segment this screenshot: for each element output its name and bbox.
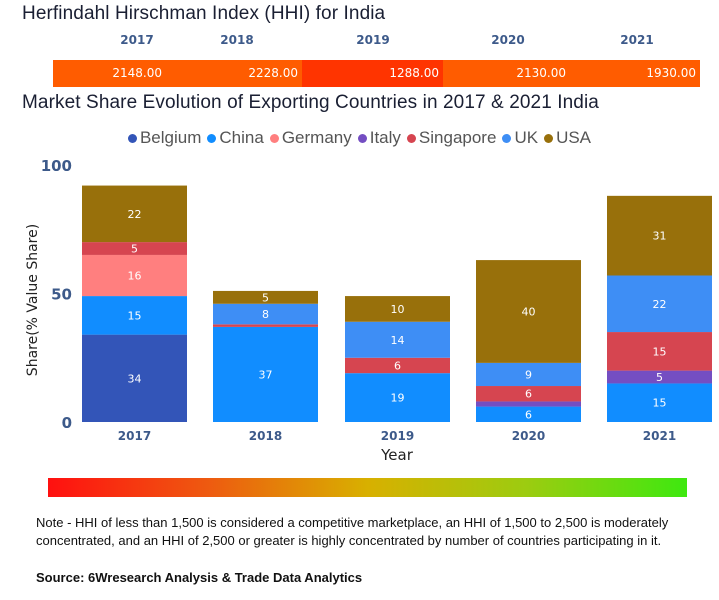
bar-segment-singapore (345, 357, 450, 374)
bar-segment-usa (213, 290, 318, 304)
y-tick-label: 100 (41, 157, 72, 175)
hhi-value: 2148.00 (112, 66, 162, 80)
hhi-title: Herfindahl Hirschman Index (HHI) for Ind… (22, 3, 386, 24)
hhi-cell (573, 60, 700, 87)
legend-dot-icon (357, 133, 367, 143)
bar-segment-usa (476, 260, 581, 363)
y-axis-label: Share(% Value Share) (25, 223, 41, 377)
hhi-year-label: 2017 (120, 33, 154, 47)
data-label: 22 (653, 298, 667, 311)
legend-label: Italy (369, 128, 401, 147)
data-label: 5 (262, 291, 269, 304)
legend-dot-icon (127, 133, 137, 143)
data-label: 9 (525, 368, 532, 381)
bar-segment-china (82, 296, 187, 335)
hhi-cell (178, 60, 302, 87)
data-label: 16 (128, 270, 142, 283)
footer-note: Note - HHI of less than 1,500 is conside… (36, 515, 669, 548)
hhi-value: 1288.00 (389, 66, 439, 80)
legend-dot-icon (406, 133, 416, 143)
bar-segment-italy (607, 370, 712, 384)
legend-item-china[interactable]: China (207, 128, 264, 148)
legend-label: China (219, 128, 264, 147)
bar-segment-singapore (82, 242, 187, 255)
bar-segment-china (213, 326, 318, 422)
x-tick-label: 2017 (118, 429, 151, 443)
bar-segment-singapore (213, 324, 318, 327)
bar-segment-china (607, 383, 712, 422)
stacked-bar-chart: 0 50 100 34 15 16 5 22 2017 37 8 5 2018 19 6 14 10 2019 6 6… (41, 157, 712, 443)
data-label: 6 (525, 388, 532, 401)
bar-segment-uk (213, 303, 318, 325)
bar-segment-uk (607, 275, 712, 333)
hhi-cell (302, 60, 443, 87)
hhi-cell (443, 60, 573, 87)
bar-segment-china (345, 373, 450, 422)
data-label: 5 (656, 371, 663, 384)
footer-source: Source: 6Wresearch Analysis & Trade Data… (36, 570, 363, 585)
data-label: 15 (653, 397, 667, 410)
bar-segment-usa (345, 296, 450, 322)
data-label: 10 (391, 303, 405, 316)
legend-item-germany[interactable]: Germany (269, 128, 352, 148)
hhi-year-label: 2021 (620, 33, 654, 47)
bar-segment-singapore (607, 332, 712, 371)
bar-segment-uk (476, 362, 581, 387)
x-tick-label: 2019 (381, 429, 414, 443)
bar-segment-china (476, 406, 581, 422)
x-tick-label: 2021 (643, 429, 676, 443)
bar-segment-singapore (476, 386, 581, 402)
data-label: 5 (131, 243, 138, 256)
legend-item-usa[interactable]: USA (544, 128, 591, 148)
legend-dot-icon (544, 133, 554, 143)
hhi-color-scale-bar (48, 478, 687, 497)
data-label: 15 (128, 309, 142, 322)
bar-segment-belgium (82, 334, 187, 422)
legend-label: USA (556, 128, 592, 147)
legend-item-singapore[interactable]: Singapore (406, 128, 497, 148)
y-tick-label: 50 (51, 286, 72, 304)
bar-segment-germany (82, 254, 187, 297)
x-axis-label: Year (381, 446, 413, 464)
chart-title: Market Share Evolution of Exporting Coun… (22, 92, 599, 113)
legend-item-belgium[interactable]: Belgium (127, 128, 202, 148)
data-label: 40 (522, 305, 536, 318)
hhi-cell (53, 60, 178, 87)
data-label: 31 (653, 230, 667, 243)
y-tick-label: 0 (62, 414, 72, 432)
hhi-value: 2130.00 (516, 66, 566, 80)
hhi-year-label: 2020 (491, 33, 525, 47)
data-label: 34 (128, 372, 142, 385)
data-label: 19 (391, 392, 405, 405)
legend-label: Singapore (418, 128, 497, 147)
bar-segment-italy (476, 401, 581, 407)
legend-label: Germany (281, 128, 352, 147)
data-label: 14 (391, 334, 405, 347)
x-tick-label: 2020 (512, 429, 545, 443)
data-label: 6 (525, 408, 532, 421)
data-label: 8 (262, 308, 269, 321)
data-label: 15 (653, 345, 667, 358)
chart-legend: Belgium China Germany Italy Singapore UK USA (0, 128, 719, 148)
legend-item-italy[interactable]: Italy (357, 128, 401, 148)
hhi-value: 1930.00 (646, 66, 696, 80)
data-label: 37 (259, 368, 273, 381)
hhi-bar: 2148.00 2228.00 1288.00 2130.00 1930.00 (53, 60, 700, 87)
x-tick-label: 2018 (249, 429, 282, 443)
bar-segment-usa (607, 195, 712, 276)
bar-segment-uk (345, 321, 450, 358)
hhi-year-label: 2018 (220, 33, 254, 47)
legend-label: UK (514, 128, 539, 147)
bar-segment-usa (82, 185, 187, 243)
data-label: 22 (128, 208, 142, 221)
legend-dot-icon (207, 133, 217, 143)
legend-dot-icon (269, 133, 279, 143)
data-label: 6 (394, 359, 401, 372)
hhi-year-label: 2019 (356, 33, 390, 47)
legend-label: Belgium (139, 128, 202, 147)
legend-item-uk[interactable]: UK (502, 128, 538, 148)
legend-dot-icon (502, 133, 512, 143)
hhi-value: 2228.00 (248, 66, 298, 80)
